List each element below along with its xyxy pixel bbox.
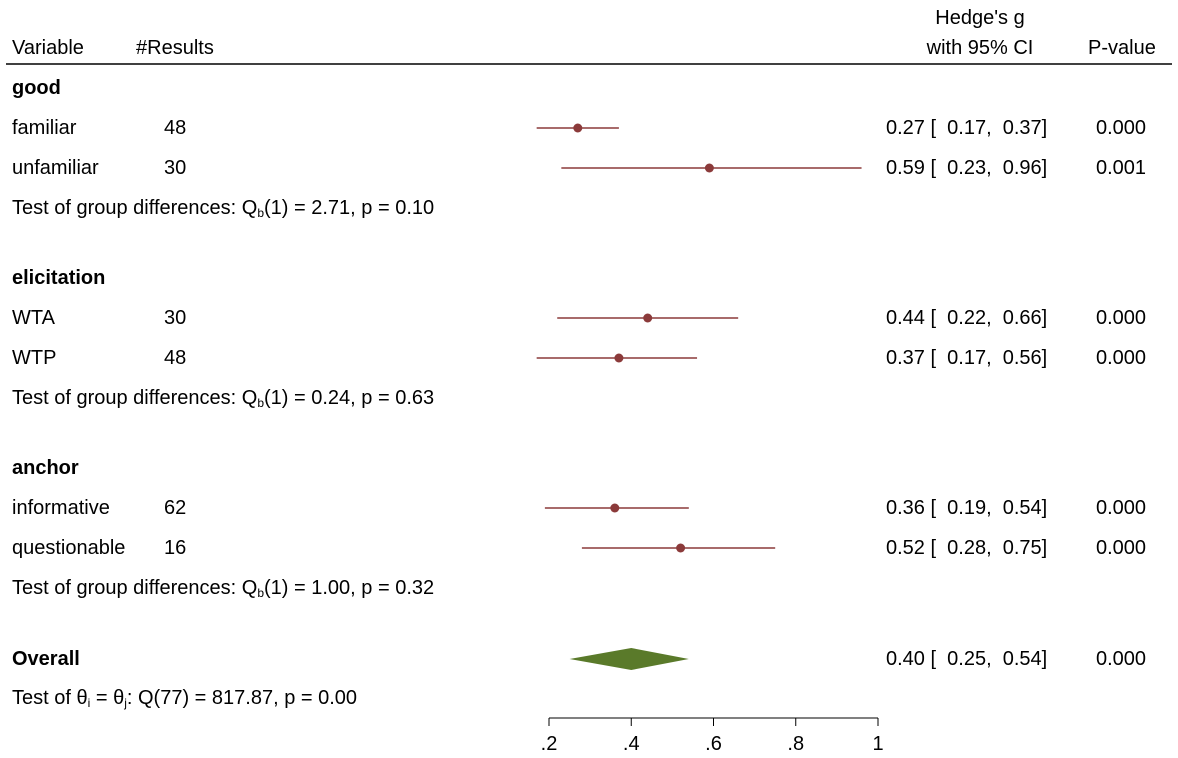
row-pvalue: 0.000: [1096, 497, 1147, 519]
point-estimate: [573, 123, 583, 133]
x-tick-label: .2: [541, 733, 558, 755]
overall-label: Overall: [12, 648, 80, 670]
header-pvalue: P-value: [1088, 37, 1156, 59]
row-ci-text: 0.27 [ 0.17, 0.37]: [886, 117, 1048, 139]
row-ci-text: 0.52 [ 0.28, 0.75]: [886, 537, 1048, 559]
header-effect-line1: Hedge's g: [935, 7, 1025, 29]
header-results: #Results: [136, 37, 214, 59]
row-label: informative: [12, 497, 110, 519]
row-label: WTA: [12, 307, 55, 329]
point-estimate: [614, 353, 624, 363]
row-count: 16: [164, 537, 187, 559]
group-label: anchor: [12, 457, 79, 479]
point-estimate: [643, 313, 653, 323]
x-tick-label: .4: [623, 733, 640, 755]
row-count: 30: [164, 307, 187, 329]
row-pvalue: 0.000: [1096, 347, 1147, 369]
row-pvalue: 0.000: [1096, 537, 1147, 559]
overall-diamond: [569, 648, 689, 670]
row-label: unfamiliar: [12, 157, 99, 179]
group-label: elicitation: [12, 267, 106, 289]
row-ci-text: 0.37 [ 0.17, 0.56]: [886, 347, 1048, 369]
row-count: 48: [164, 347, 187, 369]
row-pvalue: 0.000: [1096, 117, 1147, 139]
group-test: Test of group differences: Qb(1) = 2.71,…: [12, 197, 435, 220]
row-count: 62: [164, 497, 187, 519]
row-count: 48: [164, 117, 187, 139]
point-estimate: [704, 163, 714, 173]
heterogeneity-test: Test of θi = θj: Q(77) = 817.87, p = 0.0…: [12, 687, 358, 710]
group-test: Test of group differences: Qb(1) = 0.24,…: [12, 387, 435, 410]
overall-ci-text: 0.40 [ 0.25, 0.54]: [886, 648, 1048, 670]
row-ci-text: 0.59 [ 0.23, 0.96]: [886, 157, 1048, 179]
row-pvalue: 0.001: [1096, 157, 1147, 179]
row-pvalue: 0.000: [1096, 307, 1147, 329]
row-count: 30: [164, 157, 187, 179]
row-label: WTP: [12, 347, 57, 369]
row-ci-text: 0.44 [ 0.22, 0.66]: [886, 307, 1048, 329]
point-estimate: [610, 503, 620, 513]
point-estimate: [676, 543, 686, 553]
header-variable: Variable: [12, 37, 84, 59]
overall-pvalue: 0.000: [1096, 648, 1147, 670]
x-tick-label: .6: [705, 733, 722, 755]
group-label: good: [12, 77, 61, 99]
x-tick-label: .8: [787, 733, 804, 755]
group-test: Test of group differences: Qb(1) = 1.00,…: [12, 577, 435, 600]
x-tick-label: 1: [872, 733, 883, 755]
row-label: questionable: [12, 537, 126, 559]
header-effect-line2: with 95% CI: [926, 37, 1034, 59]
row-ci-text: 0.36 [ 0.19, 0.54]: [886, 497, 1048, 519]
row-label: familiar: [12, 117, 77, 139]
